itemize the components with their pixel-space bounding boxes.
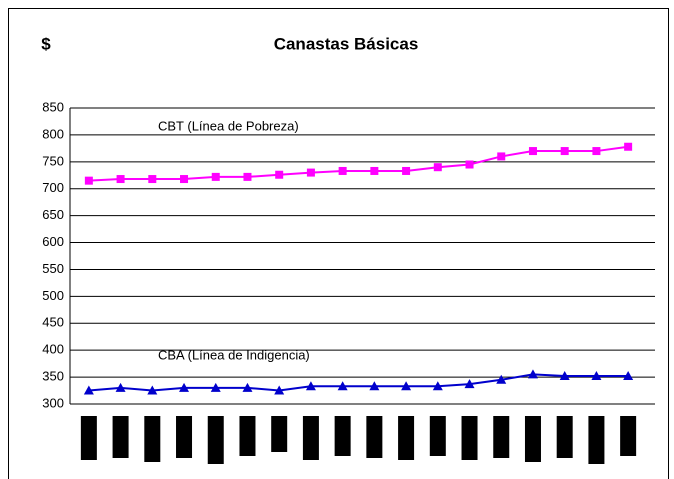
redacted-label: [176, 416, 193, 458]
point-marker: [305, 381, 316, 391]
series-annotation: CBT (Línea de Pobreza): [158, 118, 299, 133]
series-annotation: CBA (Línea de Indigencia): [158, 347, 310, 362]
point-marker: [402, 166, 411, 175]
y-tick-label: 750: [42, 153, 64, 168]
point-marker: [560, 147, 569, 156]
redacted-label: [302, 416, 319, 460]
point-marker: [275, 170, 284, 179]
redacted-label: [429, 416, 446, 456]
point-marker: [243, 172, 252, 181]
y-axis-label: $: [41, 34, 51, 53]
point-marker: [116, 175, 125, 184]
chart-title: Canastas Básicas: [274, 34, 419, 53]
point-marker: [559, 371, 570, 381]
redacted-label: [588, 416, 605, 464]
redacted-label: [398, 416, 415, 460]
redacted-label: [556, 416, 573, 458]
redacted-label: [144, 416, 161, 462]
y-tick-label: 400: [42, 342, 64, 357]
point-marker: [433, 163, 442, 172]
point-marker: [338, 166, 347, 175]
y-tick-label: 600: [42, 234, 64, 249]
series-line: [88, 145, 629, 182]
y-tick-label: 500: [42, 288, 64, 303]
point-marker: [527, 369, 538, 379]
point-marker: [464, 379, 475, 389]
point-marker: [592, 147, 601, 156]
point-marker: [306, 168, 315, 177]
y-tick-label: 450: [42, 315, 64, 330]
series-line: [88, 373, 629, 392]
point-marker: [369, 381, 380, 391]
point-marker: [528, 147, 537, 156]
point-marker: [432, 381, 443, 391]
redacted-label: [334, 416, 351, 456]
redacted-label: [524, 416, 541, 462]
redacted-label: [207, 416, 224, 464]
y-tick-label: 800: [42, 126, 64, 141]
redacted-label: [620, 416, 637, 456]
redacted-label: [461, 416, 478, 460]
point-marker: [497, 152, 506, 161]
redacted-label: [80, 416, 97, 460]
point-marker: [496, 374, 507, 384]
point-marker: [83, 385, 94, 395]
point-marker: [274, 385, 285, 395]
point-marker: [401, 381, 412, 391]
point-marker: [115, 382, 126, 392]
point-marker: [211, 172, 220, 181]
point-marker: [242, 382, 253, 392]
point-marker: [591, 371, 602, 381]
redacted-label: [493, 416, 510, 458]
point-marker: [210, 382, 221, 392]
redacted-label: [366, 416, 383, 458]
y-tick-label: 850: [42, 99, 64, 114]
chart-frame: [8, 8, 669, 479]
redacted-label: [239, 416, 256, 456]
point-marker: [624, 142, 633, 151]
point-marker: [179, 382, 190, 392]
y-tick-label: 350: [42, 369, 64, 384]
point-marker: [370, 166, 379, 175]
point-marker: [623, 371, 634, 381]
point-marker: [148, 175, 157, 184]
redacted-label: [112, 416, 129, 458]
point-marker: [147, 385, 158, 395]
point-marker: [84, 176, 93, 185]
redacted-label: [271, 416, 288, 452]
y-tick-label: 650: [42, 207, 64, 222]
point-marker: [337, 381, 348, 391]
point-marker: [465, 160, 474, 169]
y-tick-label: 550: [42, 261, 64, 276]
y-tick-label: 300: [42, 395, 64, 410]
y-tick-label: 700: [42, 180, 64, 195]
point-marker: [180, 175, 189, 184]
